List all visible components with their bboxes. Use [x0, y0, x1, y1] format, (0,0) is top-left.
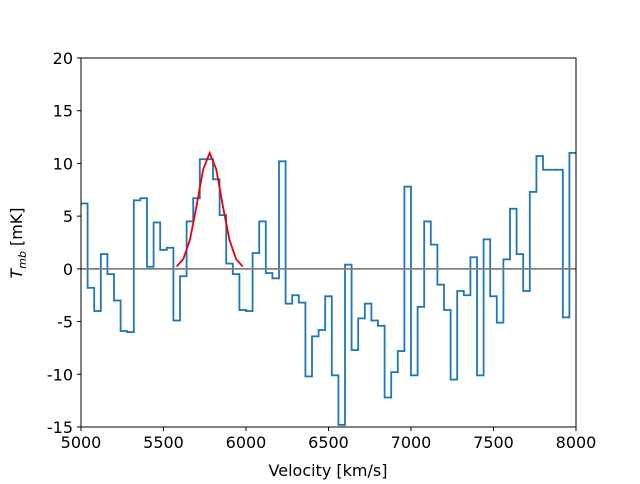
x-tick-label: 6000: [226, 433, 267, 452]
x-tick-label: 8000: [556, 433, 597, 452]
x-axis-label: Velocity [km/s]: [269, 461, 388, 480]
x-tick-label: 6500: [308, 433, 349, 452]
y-tick-label: -15: [47, 418, 73, 437]
y-label-sub: mb: [16, 251, 29, 269]
y-tick-label: 5: [63, 207, 73, 226]
y-label-unit: [mK]: [7, 207, 26, 246]
y-label-main: T: [7, 268, 26, 279]
fit-line: [176, 150, 244, 268]
y-tick-label: -5: [57, 313, 73, 332]
x-tick-label: 5500: [143, 433, 184, 452]
y-tick-label: 0: [63, 260, 73, 279]
y-tick-label: 20: [53, 49, 73, 68]
y-tick-label: 10: [53, 154, 73, 173]
y-tick-label: -10: [47, 365, 73, 384]
x-tick-label: 5000: [61, 433, 102, 452]
y-axis-label: Tmb [mK]: [7, 207, 29, 278]
y-tick-label: 15: [53, 102, 73, 121]
x-tick-label: 7000: [391, 433, 432, 452]
plot-frame: [80, 57, 577, 428]
plot: [81, 150, 576, 426]
x-tick-label: 7500: [473, 433, 514, 452]
